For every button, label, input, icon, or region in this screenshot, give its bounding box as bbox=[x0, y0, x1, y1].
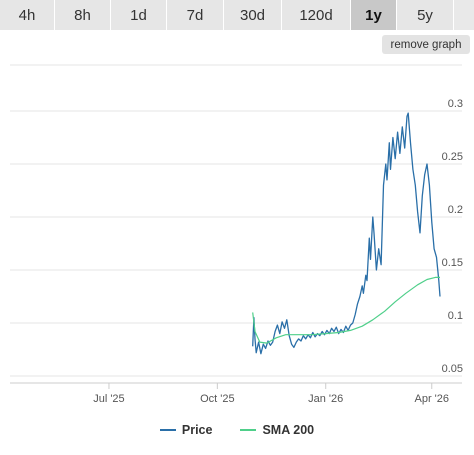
legend-swatch bbox=[159, 429, 176, 431]
y-tick-label: 0.05 bbox=[442, 363, 463, 375]
tab-8h[interactable]: 8h bbox=[55, 0, 111, 30]
x-tick-label: Jul '25 bbox=[93, 393, 124, 405]
y-tick-label: 0.25 bbox=[442, 151, 463, 163]
legend-swatch bbox=[240, 429, 257, 431]
sma-200-line bbox=[252, 276, 440, 344]
tab-30d[interactable]: 30d bbox=[224, 0, 282, 30]
price-chart: 0.05 0.1 0.15 0.2 0.25 0.3 Jul '25 Oct '25 Jan '… bbox=[10, 64, 463, 405]
tab-1y[interactable]: 1y bbox=[351, 0, 397, 30]
legend-item-sma-200[interactable]: SMA 200 bbox=[240, 423, 314, 437]
legend-item-price[interactable]: Price bbox=[159, 423, 213, 437]
tab-5y[interactable]: 5y bbox=[397, 0, 454, 30]
timeframe-tabs: 4h 8h 1d 7d 30d 120d 1y 5y bbox=[0, 0, 474, 30]
x-tick-label: Jan '26 bbox=[308, 393, 343, 405]
chart-legend: Price SMA 200 bbox=[0, 420, 474, 440]
x-tick-label: Oct '25 bbox=[200, 393, 235, 405]
tab-120d[interactable]: 120d bbox=[282, 0, 351, 30]
tab-4h[interactable]: 4h bbox=[0, 0, 55, 30]
legend-label: Price bbox=[181, 423, 213, 437]
y-tick-label: 0.1 bbox=[448, 310, 463, 322]
legend-label: SMA 200 bbox=[262, 423, 315, 437]
x-tick-label: Apr '26 bbox=[414, 393, 449, 405]
y-tick-label: 0.2 bbox=[448, 204, 463, 216]
y-tick-label: 0.3 bbox=[448, 98, 463, 110]
tab-1d[interactable]: 1d bbox=[111, 0, 167, 30]
tab-7d[interactable]: 7d bbox=[167, 0, 224, 30]
remove-graph-button[interactable]: remove graph bbox=[382, 35, 470, 54]
y-tick-label: 0.15 bbox=[442, 257, 463, 269]
price-line bbox=[252, 112, 441, 355]
